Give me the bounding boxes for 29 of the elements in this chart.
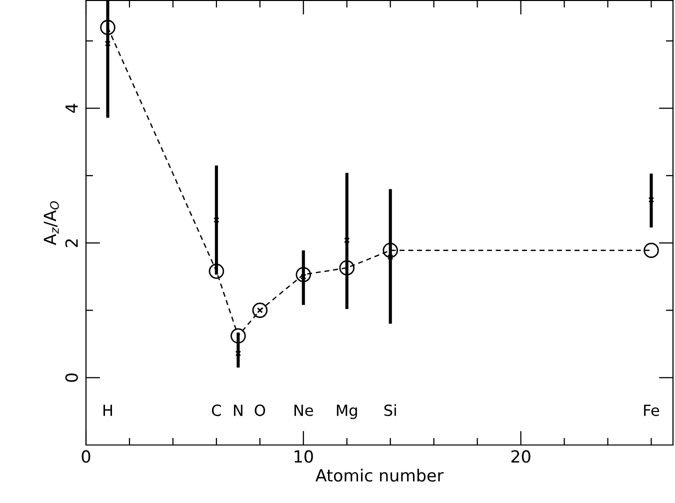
point: [648, 196, 654, 203]
point: [296, 266, 312, 282]
point: [339, 260, 355, 276]
point: [344, 237, 350, 244]
annotation: Fe: [644, 404, 660, 416]
annotation: H: [103, 404, 112, 416]
y-tick-label: 2: [65, 239, 78, 248]
y-tick-label: 4: [66, 104, 78, 113]
annotation: Ne: [294, 404, 314, 416]
point: [208, 264, 224, 279]
point: [387, 254, 394, 260]
point: [235, 350, 242, 356]
y-axis-title: A$_{z}$/A$_{O}$: [44, 201, 59, 246]
point: [382, 242, 398, 258]
annotation: O: [254, 404, 266, 416]
annotation: Mg: [336, 404, 357, 420]
x-tick-label: 0: [82, 450, 90, 463]
y-tick-label: 0: [65, 373, 78, 382]
annotation: C: [212, 404, 221, 416]
x-tick-label: 10: [294, 450, 313, 463]
annotation: Si: [384, 404, 396, 416]
point: [214, 217, 220, 223]
annotation: N: [234, 404, 242, 416]
x-tick-label: 20: [511, 450, 530, 463]
x-axis-title: Atomic number: [316, 468, 444, 482]
point: [104, 40, 111, 46]
point: [230, 328, 246, 344]
point: [100, 20, 116, 36]
point: [644, 242, 659, 258]
